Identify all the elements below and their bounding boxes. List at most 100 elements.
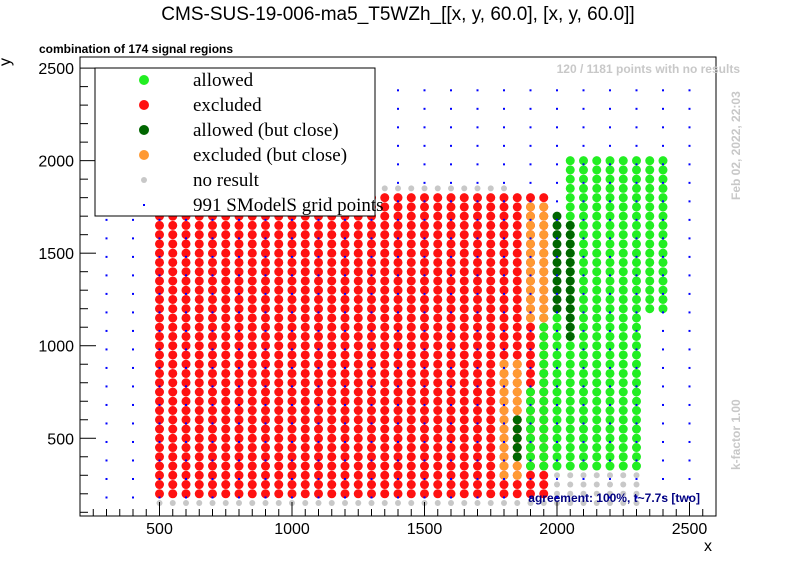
allowed-point (658, 239, 668, 249)
excluded-point (221, 322, 231, 332)
grid-point (397, 440, 399, 443)
excluded-point (459, 387, 469, 397)
excluded-point (168, 239, 178, 249)
grid-point (582, 422, 585, 425)
excluded-point (340, 331, 350, 341)
allowed-close-point (552, 211, 562, 221)
legend-excluded-label: excluded (193, 95, 262, 116)
excluded-point (168, 387, 178, 397)
excluded-point (459, 341, 469, 351)
allowed-point (552, 424, 562, 434)
grid-point (423, 163, 426, 166)
no-result-point (222, 500, 229, 507)
excluded-point (393, 267, 403, 277)
excluded-point (340, 424, 350, 434)
grid-point (609, 477, 611, 480)
excluded-point (221, 285, 231, 295)
grid-point (211, 255, 214, 258)
excluded-point (261, 276, 270, 286)
excluded-point (433, 313, 443, 323)
grid-point (609, 496, 611, 499)
grid-point (476, 89, 479, 92)
excluded-point (234, 331, 244, 341)
excluded-point (327, 230, 337, 240)
excluded-close-point (499, 415, 509, 425)
excluded-point (234, 452, 244, 462)
excluded-close-point (526, 304, 535, 314)
excluded-point (433, 470, 443, 480)
excluded-point (155, 378, 164, 388)
grid-point (158, 255, 161, 258)
excluded-point (367, 331, 376, 341)
grid-point (582, 163, 585, 166)
allowed-point (605, 304, 615, 314)
excluded-point (300, 220, 310, 230)
allowed-point (632, 174, 641, 184)
grid-point (688, 477, 691, 480)
grid-point (662, 385, 664, 388)
excluded-point (353, 331, 363, 341)
allowed-point (645, 156, 655, 166)
grid-point (423, 366, 426, 369)
grid-point (688, 329, 691, 332)
excluded-close-point (539, 304, 549, 314)
grid-point (317, 440, 320, 443)
grid-point (158, 422, 161, 425)
excluded-point (367, 230, 376, 240)
excluded-point (208, 331, 217, 341)
excluded-point (446, 313, 456, 323)
allowed-point (565, 424, 575, 434)
grid-point (211, 218, 214, 221)
excluded-point (274, 489, 284, 499)
x-tick-label: 1000 (274, 521, 310, 538)
grid-point (503, 348, 505, 351)
excluded-point (221, 406, 231, 416)
excluded-point (512, 294, 522, 304)
excluded-close-point (512, 406, 522, 416)
excluded-point (274, 248, 284, 258)
excluded-point (181, 470, 191, 480)
excluded-point (473, 211, 482, 221)
allowed-close-point (565, 294, 575, 304)
allowed-point (605, 433, 615, 443)
grid-point (211, 237, 214, 240)
excluded-point (380, 350, 390, 360)
excluded-point (459, 211, 469, 221)
grid-point (476, 255, 479, 258)
grid-point (132, 237, 134, 240)
allowed-point (579, 267, 588, 277)
excluded-point (287, 220, 297, 230)
excluded-point (406, 257, 416, 267)
allowed-point (579, 452, 588, 462)
grid-point (688, 200, 691, 203)
excluded-point (367, 341, 376, 351)
excluded-point (446, 387, 456, 397)
grid-point (662, 459, 664, 462)
excluded-point (406, 387, 416, 397)
excluded-point (168, 331, 178, 341)
excluded-point (181, 322, 191, 332)
grid-point (344, 422, 346, 425)
no-result-point (275, 500, 282, 507)
allowed-point (579, 313, 588, 323)
allowed-point (539, 415, 549, 425)
allowed-point (579, 156, 588, 166)
allowed-point (605, 165, 615, 175)
excluded-point (420, 313, 429, 323)
allowed-point (552, 341, 562, 351)
excluded-point (261, 480, 270, 490)
allowed-point (539, 433, 549, 443)
excluded-point (459, 359, 469, 369)
excluded-point (473, 294, 482, 304)
allowed-point (632, 276, 641, 286)
legend-box (94, 67, 376, 217)
excluded-point (473, 368, 482, 378)
allowed-point (632, 331, 641, 341)
grid-point (423, 496, 426, 499)
grid-point (476, 200, 479, 203)
kfactor-note: k-factor 1.00 (729, 399, 743, 470)
excluded-point (380, 202, 390, 212)
excluded-point (300, 378, 310, 388)
excluded-point (194, 267, 204, 277)
excluded-point (446, 239, 456, 249)
